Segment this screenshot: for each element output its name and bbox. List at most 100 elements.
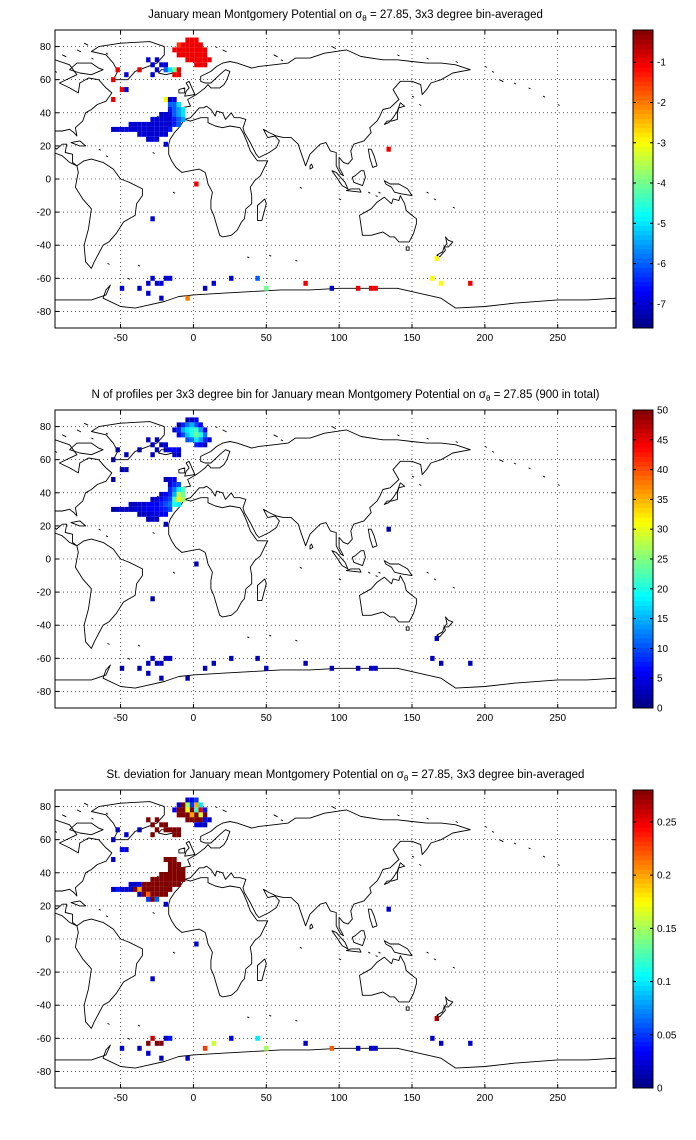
colorbar-segment <box>633 300 653 306</box>
data-bin <box>146 817 151 823</box>
data-bin <box>154 506 160 512</box>
data-bin <box>176 72 182 78</box>
island <box>91 817 94 820</box>
data-bin <box>154 511 160 517</box>
data-bin <box>373 285 378 291</box>
x-tick-label: 50 <box>261 333 273 344</box>
data-bin <box>355 1045 361 1051</box>
colorbar-segment <box>633 836 653 842</box>
colorbar-segment <box>633 822 653 828</box>
data-bin <box>111 126 116 132</box>
grid <box>55 790 616 1088</box>
colorbar-tick-label: 0.05 <box>657 1030 677 1041</box>
data-bin <box>141 881 147 887</box>
y-tick-label: -40 <box>37 621 52 632</box>
data-bin <box>198 432 203 438</box>
data-bin <box>229 275 234 281</box>
data-bin <box>181 496 186 502</box>
colorbar-segment <box>633 948 653 954</box>
colorbar-segment <box>633 1055 653 1061</box>
coastline <box>309 163 314 170</box>
data-bin <box>163 97 168 102</box>
colorbar-tick-label: -6 <box>657 259 666 270</box>
data-bin <box>198 802 203 808</box>
data-bin <box>167 876 173 882</box>
colorbar-segment <box>633 694 653 700</box>
data-bin <box>163 121 168 127</box>
colorbar-tick-label: 0 <box>657 704 663 715</box>
colorbar-segment <box>633 323 653 329</box>
colorbar-segment <box>633 451 653 457</box>
colorbar-segment <box>633 151 653 157</box>
data-bin <box>172 447 177 453</box>
colorbar-segment <box>633 799 653 805</box>
data-bin <box>150 131 155 137</box>
colorbar-segment <box>633 286 653 292</box>
island <box>152 912 155 914</box>
data-bin <box>154 447 160 453</box>
data-bin <box>181 432 186 438</box>
colorbar-segment <box>633 67 653 73</box>
data-bin <box>159 876 164 882</box>
data-bin <box>167 121 173 127</box>
island <box>280 59 284 62</box>
x-tick-label: 200 <box>477 1093 494 1104</box>
colorbar-segment <box>633 803 653 810</box>
colorbar-segment <box>633 1050 653 1056</box>
data-bin <box>137 447 142 453</box>
colorbar-tick-label: -1 <box>657 58 666 69</box>
island <box>62 54 67 58</box>
data-bin <box>172 47 177 53</box>
colorbar-segment <box>633 684 653 690</box>
island <box>62 814 67 818</box>
island <box>273 814 278 818</box>
data-bin <box>137 121 142 127</box>
data-bin <box>159 280 164 286</box>
colorbar-segment <box>633 1074 653 1080</box>
island <box>397 54 400 57</box>
coastline <box>168 877 269 998</box>
colorbar-segment <box>633 596 653 602</box>
data-bin <box>172 501 177 507</box>
colorbar-segment <box>633 456 653 462</box>
colorbar-segment <box>633 216 653 222</box>
colorbar-segment <box>633 808 653 814</box>
colorbar-segment <box>633 230 653 236</box>
island <box>76 809 82 813</box>
data-bin <box>172 832 177 838</box>
colorbar-segment <box>633 994 653 1000</box>
x-tick-label: 100 <box>331 1093 348 1104</box>
y-tick-label: 0 <box>45 935 51 946</box>
data-bin <box>154 891 160 897</box>
coastline <box>168 497 269 618</box>
data-bin <box>159 126 164 132</box>
island <box>273 434 278 438</box>
data-bin <box>159 295 164 301</box>
data-bin <box>137 501 142 507</box>
island <box>368 571 371 574</box>
island <box>484 445 488 448</box>
island <box>33 55 35 56</box>
island <box>33 435 35 436</box>
colorbar-segment <box>633 703 653 709</box>
y-tick-label: 60 <box>40 455 52 466</box>
colorbar-tick-label: 0.15 <box>657 924 677 935</box>
colorbar-segment <box>633 666 653 672</box>
colorbar-segment <box>633 540 653 546</box>
data-bin <box>150 501 155 507</box>
data-bin <box>124 886 129 892</box>
colorbar-segment <box>633 498 653 504</box>
data-bin <box>172 491 177 497</box>
coastline <box>74 918 143 1029</box>
data-bin <box>176 422 182 428</box>
data-bin <box>159 660 164 666</box>
colorbar-segment <box>633 966 653 972</box>
data-bin <box>181 422 186 428</box>
data-bin <box>202 285 208 291</box>
data-bin <box>137 891 142 897</box>
island <box>528 847 531 850</box>
data-bin <box>159 675 164 681</box>
colorbar-segment <box>633 680 653 686</box>
colorbar-segment <box>633 258 653 264</box>
colorbar-segment <box>633 535 653 541</box>
